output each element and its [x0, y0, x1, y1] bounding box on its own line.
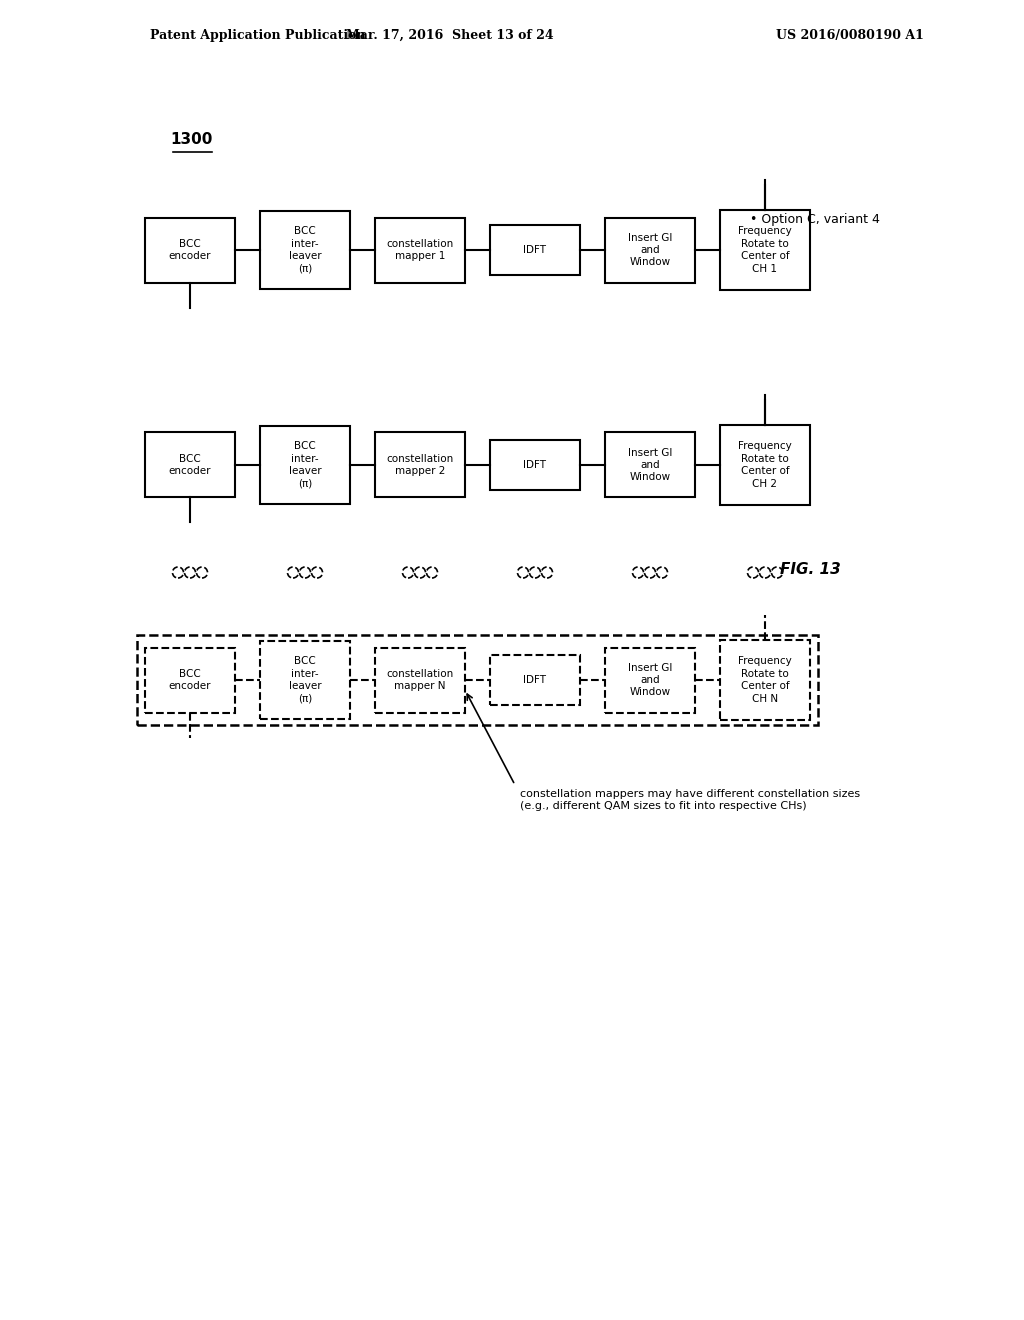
- Text: 1300: 1300: [170, 132, 212, 148]
- FancyBboxPatch shape: [145, 433, 234, 498]
- FancyBboxPatch shape: [720, 210, 810, 290]
- Text: BCC
inter-
leaver
(π): BCC inter- leaver (π): [289, 227, 322, 273]
- FancyBboxPatch shape: [490, 655, 580, 705]
- Text: BCC
encoder: BCC encoder: [169, 454, 211, 477]
- Text: BCC
inter-
leaver
(π): BCC inter- leaver (π): [289, 656, 322, 704]
- FancyBboxPatch shape: [605, 433, 695, 498]
- Text: Insert GI
and
Window: Insert GI and Window: [628, 232, 672, 268]
- FancyBboxPatch shape: [260, 642, 350, 719]
- Text: BCC
encoder: BCC encoder: [169, 239, 211, 261]
- FancyBboxPatch shape: [605, 218, 695, 282]
- Text: Frequency
Rotate to
Center of
CH 1: Frequency Rotate to Center of CH 1: [738, 227, 792, 273]
- Text: • Option C, variant 4: • Option C, variant 4: [750, 214, 880, 227]
- Text: IDFT: IDFT: [523, 246, 547, 255]
- Text: Frequency
Rotate to
Center of
CH 2: Frequency Rotate to Center of CH 2: [738, 441, 792, 488]
- FancyBboxPatch shape: [145, 218, 234, 282]
- FancyBboxPatch shape: [375, 218, 465, 282]
- Text: BCC
encoder: BCC encoder: [169, 669, 211, 692]
- Text: IDFT: IDFT: [523, 675, 547, 685]
- Text: Insert GI
and
Window: Insert GI and Window: [628, 447, 672, 482]
- FancyBboxPatch shape: [720, 640, 810, 719]
- Text: US 2016/0080190 A1: US 2016/0080190 A1: [776, 29, 924, 41]
- FancyBboxPatch shape: [375, 648, 465, 713]
- Text: Patent Application Publication: Patent Application Publication: [150, 29, 366, 41]
- FancyBboxPatch shape: [260, 211, 350, 289]
- FancyBboxPatch shape: [720, 425, 810, 506]
- FancyBboxPatch shape: [375, 433, 465, 498]
- Text: constellation
mapper N: constellation mapper N: [386, 669, 454, 692]
- Text: Insert GI
and
Window: Insert GI and Window: [628, 663, 672, 697]
- Text: BCC
inter-
leaver
(π): BCC inter- leaver (π): [289, 441, 322, 488]
- FancyBboxPatch shape: [490, 224, 580, 275]
- Text: constellation mappers may have different constellation sizes
(e.g., different QA: constellation mappers may have different…: [520, 789, 860, 810]
- FancyBboxPatch shape: [145, 648, 234, 713]
- FancyBboxPatch shape: [605, 648, 695, 713]
- Text: IDFT: IDFT: [523, 459, 547, 470]
- Text: constellation
mapper 1: constellation mapper 1: [386, 239, 454, 261]
- FancyBboxPatch shape: [490, 440, 580, 490]
- Text: Mar. 17, 2016  Sheet 13 of 24: Mar. 17, 2016 Sheet 13 of 24: [346, 29, 554, 41]
- Text: constellation
mapper 2: constellation mapper 2: [386, 454, 454, 477]
- FancyBboxPatch shape: [260, 426, 350, 504]
- Text: Frequency
Rotate to
Center of
CH N: Frequency Rotate to Center of CH N: [738, 656, 792, 704]
- Text: FIG. 13: FIG. 13: [780, 562, 841, 578]
